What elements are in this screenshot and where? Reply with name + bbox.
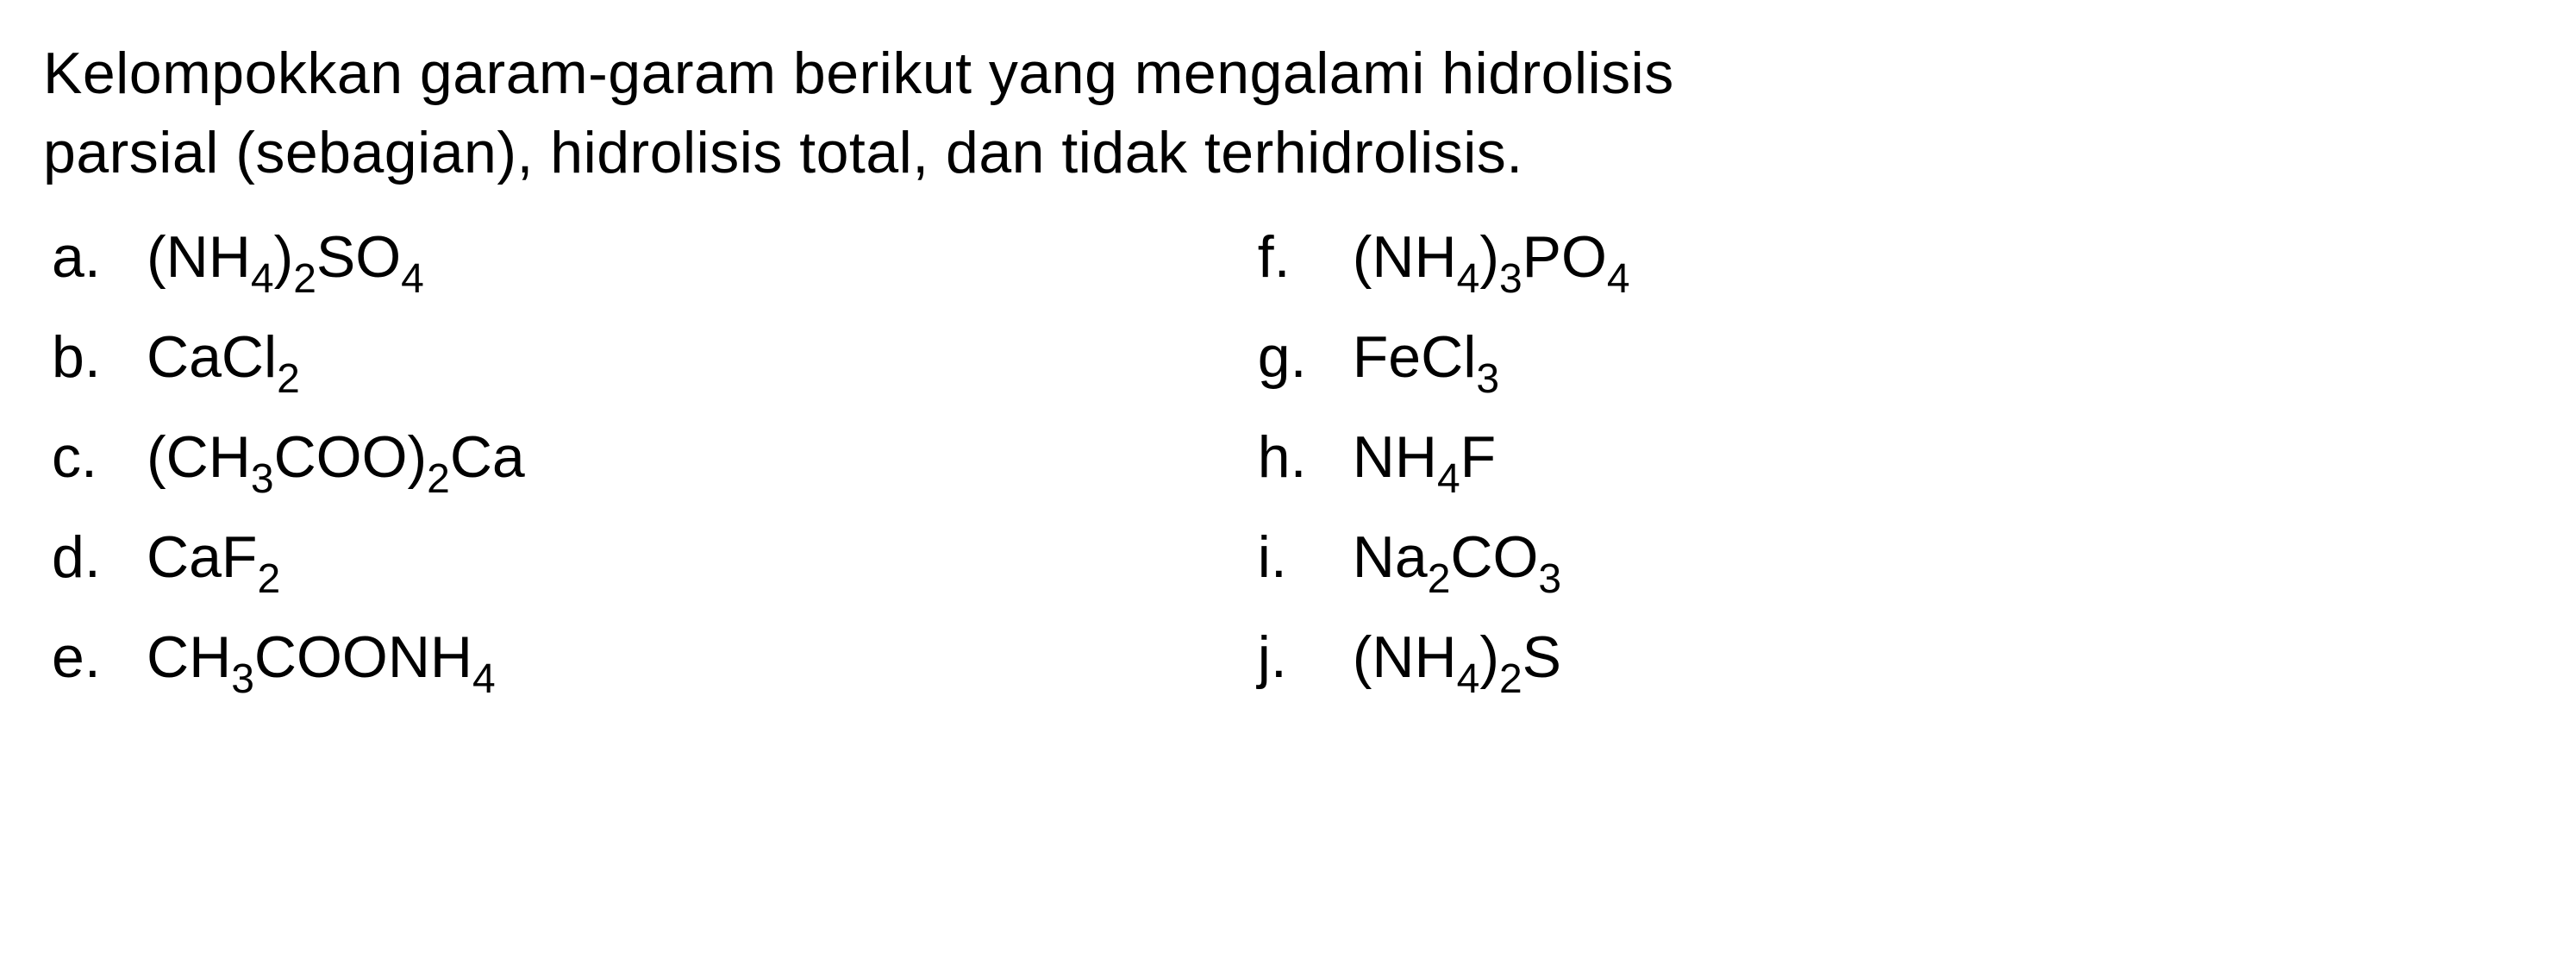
option-f: f. (NH4)3PO4 <box>1258 219 1630 304</box>
option-letter: b. <box>52 319 147 395</box>
option-letter: a. <box>52 219 147 295</box>
question-text: Kelompokkan garam-garam berikut yang men… <box>43 34 2533 193</box>
option-letter: i. <box>1258 519 1353 595</box>
left-column: a. (NH4)2SO4 b. CaCl2 c. (CH3COO)2Ca d. … <box>52 219 525 704</box>
option-formula: CaCl2 <box>147 319 300 404</box>
option-i: i. Na2CO3 <box>1258 519 1630 604</box>
option-letter: h. <box>1258 419 1353 495</box>
option-formula: CH3COONH4 <box>147 619 496 704</box>
option-e: e. CH3COONH4 <box>52 619 525 704</box>
option-formula: CaF2 <box>147 519 280 604</box>
option-formula: (NH4)2S <box>1353 619 1561 704</box>
option-c: c. (CH3COO)2Ca <box>52 419 525 504</box>
option-formula: Na2CO3 <box>1353 519 1561 604</box>
option-g: g. FeCl3 <box>1258 319 1630 404</box>
option-j: j. (NH4)2S <box>1258 619 1630 704</box>
option-formula: (NH4)2SO4 <box>147 219 424 304</box>
options-container: a. (NH4)2SO4 b. CaCl2 c. (CH3COO)2Ca d. … <box>43 219 2533 704</box>
option-b: b. CaCl2 <box>52 319 525 404</box>
option-formula: NH4F <box>1353 419 1496 504</box>
option-formula: FeCl3 <box>1353 319 1499 404</box>
option-letter: f. <box>1258 219 1353 295</box>
option-d: d. CaF2 <box>52 519 525 604</box>
option-formula: (NH4)3PO4 <box>1353 219 1630 304</box>
option-letter: j. <box>1258 619 1353 695</box>
option-h: h. NH4F <box>1258 419 1630 504</box>
option-letter: g. <box>1258 319 1353 395</box>
question-line-1: Kelompokkan garam-garam berikut yang men… <box>43 41 1674 106</box>
option-formula: (CH3COO)2Ca <box>147 419 525 504</box>
option-letter: c. <box>52 419 147 495</box>
option-letter: d. <box>52 519 147 595</box>
question-line-2: parsial (sebagian), hidrolisis total, da… <box>43 120 1523 185</box>
right-column: f. (NH4)3PO4 g. FeCl3 h. NH4F i. Na2CO3 … <box>1258 219 1630 704</box>
option-a: a. (NH4)2SO4 <box>52 219 525 304</box>
option-letter: e. <box>52 619 147 695</box>
